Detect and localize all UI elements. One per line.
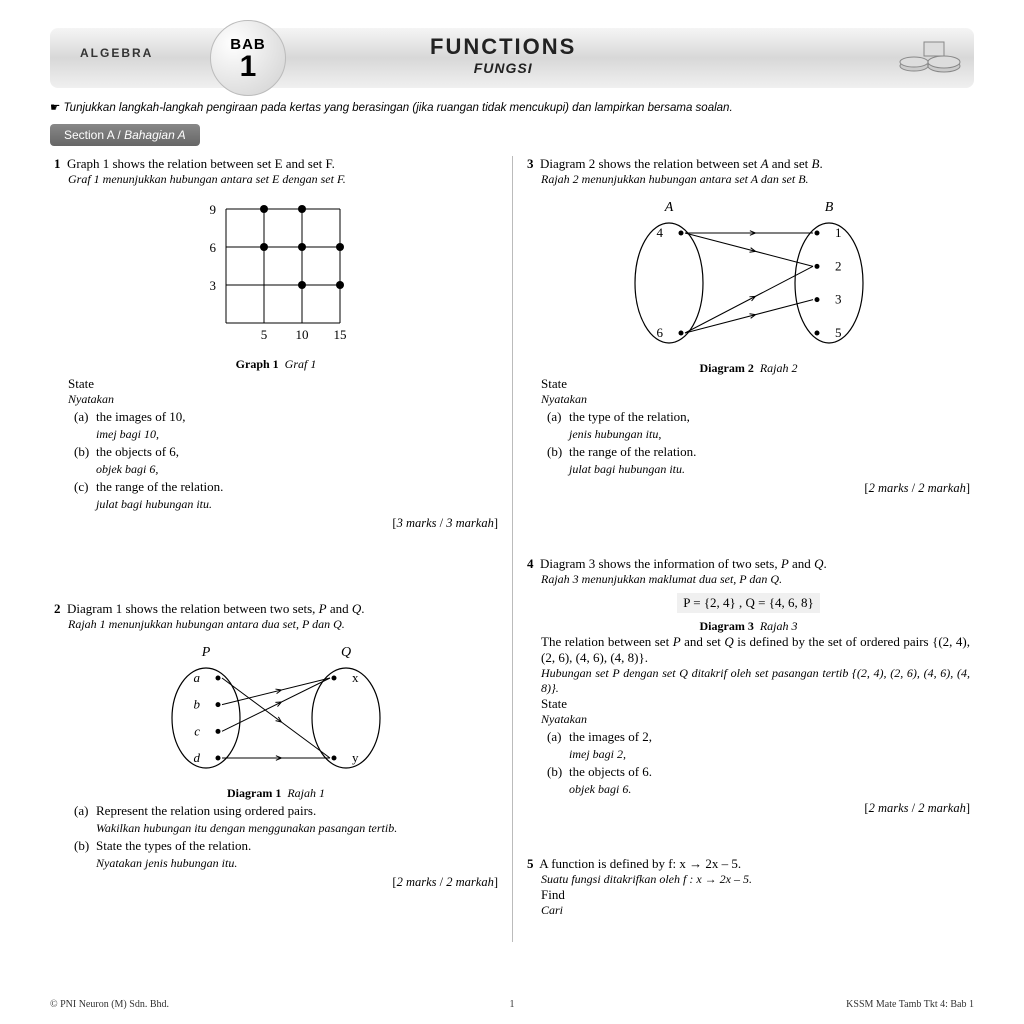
subject-label: ALGEBRA — [80, 46, 153, 60]
question-1: 1 Graph 1 shows the relation between set… — [54, 156, 498, 531]
q4-marks: [2 marks / 2 markah] — [527, 801, 970, 816]
svg-text:10: 10 — [296, 327, 309, 342]
section-a-header: Section A / Bahagian A — [50, 124, 200, 146]
q4-relation-ms: Hubungan set P dengan set Q ditakrif ole… — [541, 666, 970, 696]
svg-text:P: P — [201, 645, 211, 660]
title-ms: FUNGSI — [430, 60, 576, 76]
q2-text-ms: Rajah 1 menunjukkan hubungan antara dua … — [68, 617, 498, 632]
title-en: FUNCTIONS — [430, 34, 576, 60]
q1-state-en: State — [68, 376, 498, 392]
q3-state-en: State — [541, 376, 970, 392]
q1-b-ms: objek bagi 6, — [74, 462, 498, 477]
diagram1-caption: Diagram 1 Rajah 1 — [54, 786, 498, 801]
svg-text:c: c — [194, 723, 200, 738]
svg-text:A: A — [663, 200, 673, 215]
q4-sets: P = {2, 4} , Q = {4, 6, 8} — [527, 593, 970, 613]
diagram3-caption: Diagram 3 Rajah 3 — [527, 619, 970, 634]
chapter-header: ALGEBRA BAB 1 FUNCTIONS FUNGSI — [50, 28, 974, 88]
q4-relation-en: The relation between set P and set Q is … — [541, 634, 970, 666]
q1-a-ms: imej bagi 10, — [74, 427, 498, 442]
left-column: 1 Graph 1 shows the relation between set… — [50, 156, 512, 942]
q3-marks: [2 marks / 2 markah] — [527, 481, 970, 496]
q1-text-en: Graph 1 shows the relation between set E… — [67, 156, 335, 171]
svg-text:4: 4 — [656, 225, 663, 240]
question-2: 2 Diagram 1 shows the relation between t… — [54, 601, 498, 890]
q5-text-en: A function is defined by f: x → 2x – 5. — [539, 856, 741, 871]
q2-number: 2 — [54, 601, 61, 616]
q4-text-ms: Rajah 3 menunjukkan maklumat dua set, P … — [541, 572, 970, 587]
svg-text:6: 6 — [210, 240, 217, 255]
q3-a: (a)the type of the relation, — [547, 409, 970, 425]
svg-text:B: B — [824, 200, 833, 215]
bab-number: 1 — [240, 53, 257, 80]
svg-text:3: 3 — [210, 278, 217, 293]
q1-c: (c)the range of the relation. — [74, 479, 498, 495]
q2-b-ms: Nyatakan jenis hubungan itu. — [74, 856, 498, 871]
q1-b: (b)the objects of 6, — [74, 444, 498, 460]
q4-state-en: State — [541, 696, 970, 712]
instruction-text: Tunjukkan langkah-langkah pengiraan pada… — [50, 100, 974, 114]
q2-b: (b)State the types of the relation. — [74, 838, 498, 854]
footer-copyright: © PNI Neuron (M) Sdn. Bhd. — [50, 999, 169, 1010]
q1-a: (a)the images of 10, — [74, 409, 498, 425]
q5-text-ms: Suatu fungsi ditakrifkan oleh f : x → 2x… — [541, 872, 970, 887]
chapter-badge: BAB 1 — [210, 20, 286, 96]
question-3: 3 Diagram 2 shows the relation between s… — [527, 156, 970, 496]
q4-number: 4 — [527, 556, 534, 571]
q1-state-ms: Nyatakan — [68, 392, 498, 407]
svg-text:y: y — [352, 750, 359, 765]
section-ms: Bahagian A — [124, 128, 186, 142]
q2-marks: [2 marks / 2 markah] — [54, 875, 498, 890]
q3-number: 3 — [527, 156, 534, 171]
section-en: Section A / — [64, 128, 121, 142]
q1-text-ms: Graf 1 menunjukkan hubungan antara set E… — [68, 172, 498, 187]
q5-find-ms: Cari — [541, 903, 970, 918]
question-5: 5 A function is defined by f: x → 2x – 5… — [527, 856, 970, 918]
svg-text:1: 1 — [835, 225, 842, 240]
svg-text:5: 5 — [835, 325, 842, 340]
content-columns: 1 Graph 1 shows the relation between set… — [50, 156, 974, 942]
svg-text:3: 3 — [835, 292, 842, 307]
question-4: 4 Diagram 3 shows the information of two… — [527, 556, 970, 816]
svg-text:15: 15 — [334, 327, 347, 342]
svg-text:d: d — [194, 750, 201, 765]
q2-a: (a)Represent the relation using ordered … — [74, 803, 498, 819]
q3-b: (b)the range of the relation. — [547, 444, 970, 460]
q3-text-ms: Rajah 2 menunjukkan hubungan antara set … — [541, 172, 970, 187]
svg-text:5: 5 — [261, 327, 268, 342]
q2-a-ms: Wakilkan hubungan itu dengan menggunakan… — [74, 821, 498, 836]
q4-a: (a)the images of 2, — [547, 729, 970, 745]
svg-text:x: x — [352, 670, 359, 685]
footer-page: 1 — [510, 999, 515, 1010]
q1-c-ms: julat bagi hubungan itu. — [74, 497, 498, 512]
q5-find-en: Find — [541, 887, 970, 903]
q3-a-ms: jenis hubungan itu, — [547, 427, 970, 442]
svg-text:Q: Q — [341, 645, 351, 660]
q3-state-ms: Nyatakan — [541, 392, 970, 407]
svg-text:b: b — [194, 697, 201, 712]
q4-state-ms: Nyatakan — [541, 712, 970, 727]
diagram-1: P Qabcd x y — [146, 642, 406, 782]
svg-text:6: 6 — [656, 325, 663, 340]
title-block: FUNCTIONS FUNGSI — [430, 34, 576, 76]
q3-b-ms: julat bagi hubungan itu. — [547, 462, 970, 477]
graph1-caption: Graph 1 Graf 1 — [186, 357, 366, 372]
footer-ref: KSSM Mate Tamb Tkt 4: Bab 1 — [846, 999, 974, 1010]
right-column: 3 Diagram 2 shows the relation between s… — [512, 156, 974, 942]
q4-b-ms: objek bagi 6. — [547, 782, 970, 797]
q4-b: (b)the objects of 6. — [547, 764, 970, 780]
q1-number: 1 — [54, 156, 61, 171]
graph-1: 9 6 3 5 10 15 Graph 1 Graf 1 — [186, 199, 366, 372]
diagram2-caption: Diagram 2 Rajah 2 — [527, 361, 970, 376]
diagram-2: A B 4 6 1 2 3 5 — [609, 197, 889, 357]
page-footer: © PNI Neuron (M) Sdn. Bhd. 1 KSSM Mate T… — [50, 999, 974, 1010]
svg-text:9: 9 — [210, 202, 217, 217]
q1-marks: [3 marks / 3 markah] — [54, 516, 498, 531]
svg-text:a: a — [194, 670, 201, 685]
q5-number: 5 — [527, 856, 534, 871]
coins-icon — [894, 36, 964, 84]
q4-a-ms: imej bagi 2, — [547, 747, 970, 762]
svg-text:2: 2 — [835, 258, 842, 273]
